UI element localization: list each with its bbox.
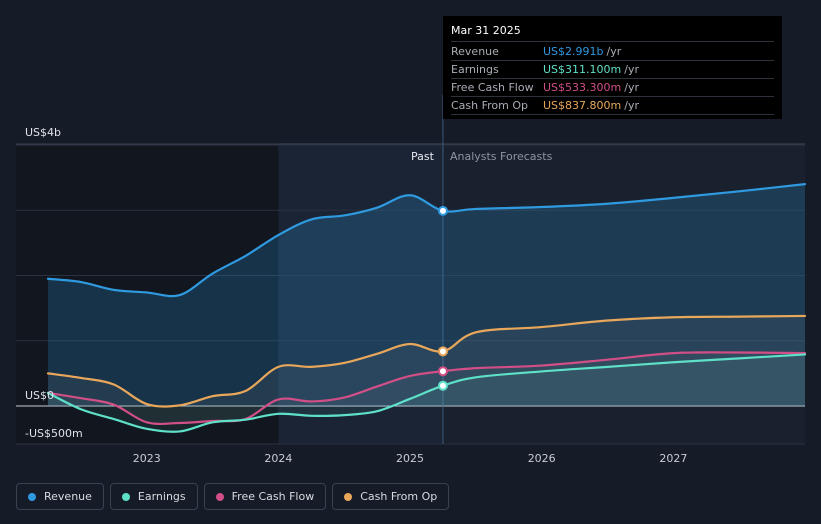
tooltip-date: Mar 31 2025 bbox=[451, 23, 774, 42]
tooltip-unit: /yr bbox=[624, 99, 639, 112]
legend-label: Earnings bbox=[137, 490, 186, 503]
legend: Revenue Earnings Free Cash Flow Cash Fro… bbox=[16, 483, 450, 510]
series-line-earnings bbox=[46, 353, 807, 433]
tooltip-label: Free Cash Flow bbox=[451, 81, 534, 94]
tooltip-label: Earnings bbox=[451, 63, 499, 76]
past-label: Past bbox=[411, 150, 435, 163]
legend-dot-icon bbox=[28, 492, 36, 501]
series-area-revenue bbox=[48, 184, 805, 406]
y-tick-label: US$4b bbox=[25, 126, 61, 139]
tooltip-unit: /yr bbox=[606, 45, 622, 58]
tooltip-unit: /yr bbox=[624, 81, 639, 94]
series-area-cash-from-op bbox=[48, 315, 805, 407]
legend-dot-icon bbox=[344, 492, 353, 501]
series-line-revenue bbox=[46, 183, 807, 298]
y-tick-label: -US$500m bbox=[25, 427, 83, 440]
y-tick-label: US$0 bbox=[25, 389, 54, 402]
legend-item-free-cash-flow[interactable]: Free Cash Flow bbox=[203, 483, 327, 510]
series-line-free-cash-flow bbox=[46, 351, 807, 426]
forecast-region bbox=[442, 143, 805, 444]
tooltip-label: Revenue bbox=[451, 45, 499, 58]
series-area-free-cash-flow bbox=[48, 352, 805, 424]
x-tick-label: 2025 bbox=[396, 452, 424, 465]
x-tick-label: 2024 bbox=[264, 452, 292, 465]
tooltip-row-revenue: Revenue US$2.991b /yr bbox=[451, 43, 774, 61]
tooltip-label: Cash From Op bbox=[451, 99, 529, 112]
tooltip-value: US$837.800m bbox=[543, 99, 622, 112]
tooltip-row-cash-from-op: Cash From Op US$837.800m /yr bbox=[451, 97, 774, 115]
x-tick-label: 2027 bbox=[659, 452, 687, 465]
x-tick-label: 2026 bbox=[528, 452, 556, 465]
legend-item-revenue[interactable]: Revenue bbox=[16, 483, 104, 510]
legend-item-earnings[interactable]: Earnings bbox=[109, 483, 198, 510]
tooltip-value: US$2.991b bbox=[543, 45, 604, 58]
marker-earnings bbox=[437, 380, 448, 391]
legend-dot-icon bbox=[215, 492, 224, 501]
legend-dot-icon bbox=[121, 492, 130, 501]
tooltip: Mar 31 2025 Revenue US$2.991b /yr Earnin… bbox=[443, 16, 782, 119]
legend-label: Free Cash Flow bbox=[231, 490, 315, 503]
marker-free-cash-flow bbox=[437, 366, 448, 377]
tooltip-row-earnings: Earnings US$311.100m /yr bbox=[451, 61, 774, 79]
legend-label: Cash From Op bbox=[360, 490, 438, 503]
tooltip-row-free-cash-flow: Free Cash Flow US$533.300m /yr bbox=[451, 79, 774, 97]
marker-cash-from-op bbox=[437, 346, 448, 357]
marker-revenue bbox=[437, 205, 448, 216]
tooltip-value: US$311.100m bbox=[543, 63, 622, 76]
legend-label: Revenue bbox=[44, 490, 92, 503]
x-tick-label: 2023 bbox=[133, 452, 161, 465]
highlight-band bbox=[278, 143, 443, 444]
tooltip-unit: /yr bbox=[624, 63, 639, 76]
series-line-cash-from-op bbox=[46, 314, 807, 408]
forecast-label: Analysts Forecasts bbox=[450, 150, 553, 163]
tooltip-value: US$533.300m bbox=[543, 81, 622, 94]
legend-item-cash-from-op[interactable]: Cash From Op bbox=[332, 483, 450, 510]
